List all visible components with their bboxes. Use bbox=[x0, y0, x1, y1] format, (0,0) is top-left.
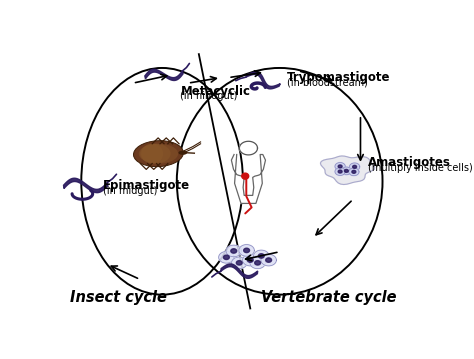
Text: Vertebrate cycle: Vertebrate cycle bbox=[261, 290, 397, 305]
Polygon shape bbox=[345, 169, 348, 172]
Polygon shape bbox=[255, 261, 261, 265]
Text: (in bloodstream): (in bloodstream) bbox=[287, 78, 368, 88]
Polygon shape bbox=[258, 254, 264, 258]
Text: (multiply inside cells): (multiply inside cells) bbox=[368, 163, 473, 173]
Polygon shape bbox=[247, 258, 253, 262]
Polygon shape bbox=[231, 249, 237, 253]
Text: Epimastigote: Epimastigote bbox=[102, 178, 190, 192]
Polygon shape bbox=[231, 154, 265, 204]
Polygon shape bbox=[242, 173, 249, 179]
Polygon shape bbox=[219, 252, 234, 263]
Polygon shape bbox=[335, 168, 345, 176]
Ellipse shape bbox=[140, 144, 171, 164]
Ellipse shape bbox=[134, 141, 183, 167]
Polygon shape bbox=[266, 258, 272, 262]
Polygon shape bbox=[341, 167, 352, 175]
Polygon shape bbox=[338, 170, 342, 173]
Polygon shape bbox=[237, 261, 242, 265]
Polygon shape bbox=[250, 257, 265, 269]
Text: Trypomastigote: Trypomastigote bbox=[287, 71, 391, 84]
Polygon shape bbox=[239, 244, 255, 256]
Polygon shape bbox=[320, 156, 374, 185]
Polygon shape bbox=[353, 165, 356, 168]
Polygon shape bbox=[335, 163, 345, 170]
Polygon shape bbox=[64, 178, 108, 193]
Text: (in midgut): (in midgut) bbox=[102, 186, 157, 196]
Polygon shape bbox=[349, 168, 359, 176]
Polygon shape bbox=[145, 69, 183, 80]
Ellipse shape bbox=[141, 144, 163, 164]
Ellipse shape bbox=[178, 150, 187, 155]
Text: (in hindgut): (in hindgut) bbox=[181, 92, 238, 102]
Polygon shape bbox=[349, 163, 360, 171]
Text: Amastigotes: Amastigotes bbox=[368, 157, 451, 169]
Polygon shape bbox=[243, 254, 258, 266]
Polygon shape bbox=[246, 72, 280, 89]
Polygon shape bbox=[254, 250, 269, 262]
Polygon shape bbox=[223, 255, 229, 260]
Polygon shape bbox=[244, 248, 249, 253]
Polygon shape bbox=[338, 165, 342, 168]
Polygon shape bbox=[239, 141, 257, 155]
Polygon shape bbox=[261, 254, 276, 266]
Polygon shape bbox=[221, 264, 258, 278]
Text: Insect cycle: Insect cycle bbox=[70, 290, 167, 305]
Polygon shape bbox=[352, 171, 356, 173]
Text: Metacyclic: Metacyclic bbox=[181, 85, 250, 98]
Ellipse shape bbox=[139, 144, 178, 164]
Polygon shape bbox=[232, 257, 247, 269]
Polygon shape bbox=[226, 245, 241, 257]
